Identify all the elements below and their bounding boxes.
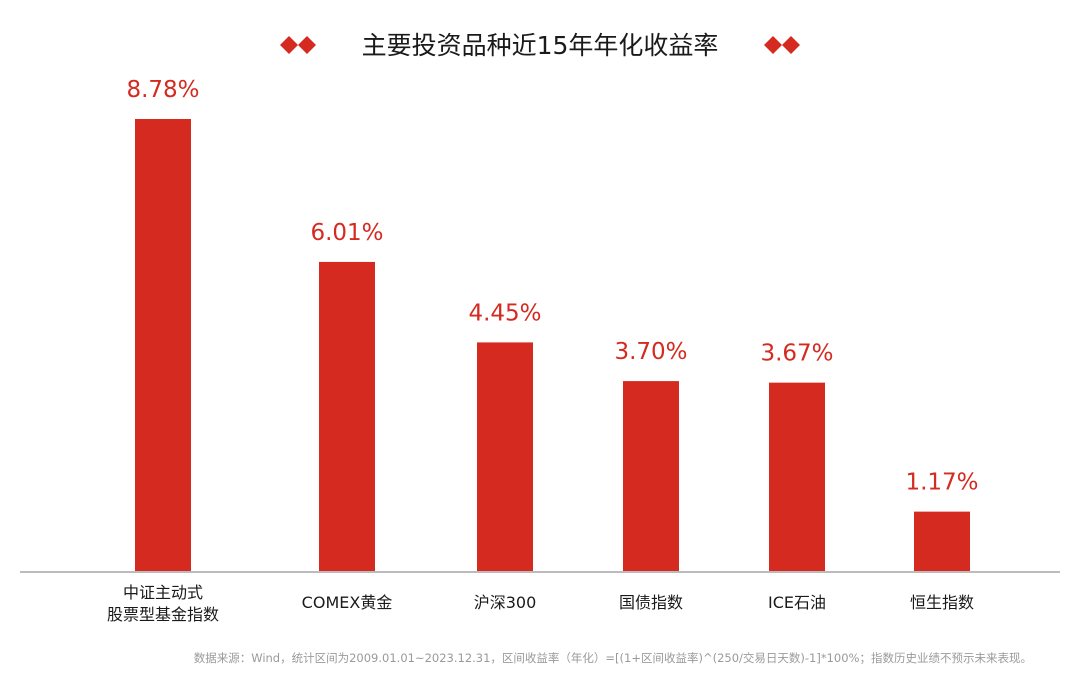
value-labels-group: 8.78% 6.01% 4.45% 3.70% 3.67% 1.17%	[126, 77, 978, 496]
bar	[477, 342, 533, 572]
source-footnote: 数据来源：Wind，统计区间为2009.01.01~2023.12.31，区间收…	[194, 651, 1032, 665]
value-label: 8.78%	[126, 77, 199, 103]
category-label: 恒生指数	[910, 593, 974, 612]
value-label: 3.67%	[760, 341, 833, 367]
diamond-shape	[782, 36, 800, 54]
category-label: COMEX黄金	[302, 593, 393, 612]
diamond-shape	[280, 36, 298, 54]
value-label: 4.45%	[468, 300, 541, 326]
category-label: ICE石油	[768, 593, 826, 612]
value-label: 1.17%	[905, 470, 978, 496]
bar	[135, 119, 191, 572]
chart-title-group: 主要投资品种近15年年化收益率	[280, 31, 800, 60]
diamond-pair-icon	[764, 36, 800, 54]
category-label: 沪深300	[474, 593, 537, 612]
diamond-shape	[298, 36, 316, 54]
category-label: 中证主动式	[123, 583, 203, 602]
bars-group	[135, 119, 970, 572]
bar	[623, 381, 679, 572]
value-label: 6.01%	[310, 220, 383, 246]
chart-title: 主要投资品种近15年年化收益率	[362, 31, 719, 60]
category-label: 国债指数	[619, 593, 683, 612]
value-label: 3.70%	[614, 339, 687, 365]
bar	[769, 382, 825, 572]
category-label: 股票型基金指数	[107, 605, 219, 624]
bar	[319, 261, 375, 572]
bar	[914, 511, 970, 572]
diamond-shape	[764, 36, 782, 54]
diamond-pair-icon	[280, 36, 316, 54]
